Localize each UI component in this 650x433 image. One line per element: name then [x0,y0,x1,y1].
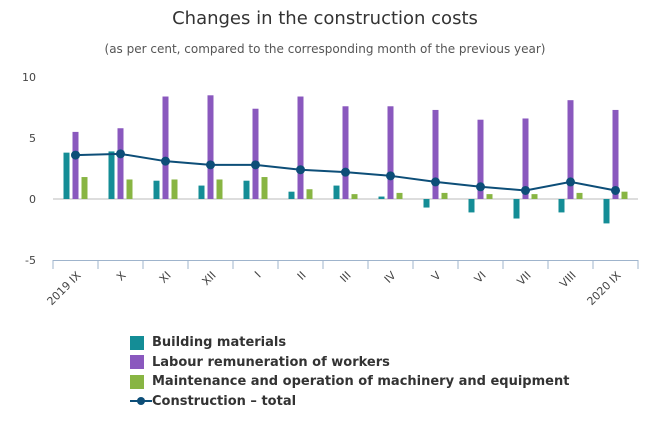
legend-label-building-materials: Building materials [152,335,287,351]
legend: Building materials Labour remuneration o… [130,333,569,411]
x-tick-label: VIII [557,269,578,290]
bar-building [423,199,430,208]
bar-maintenance [621,191,628,199]
bar-building [378,196,385,199]
x-tick-label: X [114,269,129,284]
x-tick-label: XII [200,269,219,288]
bar-building [603,199,610,224]
bar-building [558,199,565,213]
bar-building [63,152,70,199]
construction-total-point [296,165,305,175]
legend-line-construction-total [130,397,152,406]
bar-labour [162,96,169,199]
legend-line-marker [137,397,145,406]
x-tick-label: IV [382,269,399,286]
y-tick-label: 0 [29,193,36,206]
bar-maintenance [396,192,403,199]
bar-maintenance [351,194,358,199]
legend-item-maintenance[interactable]: Maintenance and operation of machinery a… [130,372,569,392]
bar-labour [252,108,259,199]
bar-maintenance [171,179,178,199]
construction-total-point [386,171,395,181]
construction-total-point [476,182,485,192]
legend-swatch-maintenance [130,374,144,389]
bar-building [288,191,295,199]
bar-maintenance [531,194,538,199]
legend-swatch-labour-remuneration [130,355,144,370]
bar-maintenance [126,179,133,199]
bar-maintenance [441,192,448,199]
construction-total-point [161,156,170,166]
bar-labour [477,119,484,199]
legend-label-construction-total: Construction – total [152,393,297,409]
bar-maintenance [261,177,268,199]
construction-total-point [251,160,260,170]
legend-item-construction-total[interactable]: Construction – total [130,392,569,412]
x-tick-label: III [338,269,354,285]
legend-label-maintenance: Maintenance and operation of machinery a… [152,374,570,390]
construction-total-point [611,185,620,195]
chart-title: Changes in the construction costs [172,8,478,29]
bar-building [153,180,160,199]
bar-labour [72,131,79,199]
x-tick-label: VII [515,269,534,288]
construction-total-point [71,150,80,160]
bar-maintenance [306,189,313,199]
bar-labour [207,95,214,199]
bar-labour [522,118,529,199]
legend-item-labour-remuneration[interactable]: Labour remuneration of workers [130,353,569,373]
bar-building [243,180,250,199]
bar-building [198,185,205,199]
bar-labour [117,128,124,199]
x-tick-label: V [429,269,444,284]
chart-subtitle: (as per cent, compared to the correspond… [104,42,546,56]
legend-label-labour-remuneration: Labour remuneration of workers [152,354,390,370]
x-tick-label: I [252,269,263,280]
bar-maintenance [81,177,88,199]
bar-labour [432,109,439,199]
bar-maintenance [576,192,583,199]
construction-total-point [206,160,215,170]
y-tick-label: 5 [29,132,36,145]
x-tick-label: II [295,269,309,283]
bar-labour [342,106,349,199]
bar-building [108,151,115,199]
x-tick-label: 2019 IX [45,269,84,308]
bar-maintenance [486,194,493,199]
bar-building [468,199,475,213]
construction-total-point [116,149,125,159]
bar-building [513,199,520,219]
construction-total-point [341,167,350,177]
legend-swatch-building-materials [130,335,144,350]
bar-labour [567,100,574,199]
bar-building [333,185,340,199]
y-tick-label: 10 [22,71,36,84]
x-tick-label: 2020 IX [585,269,624,308]
y-tick-label: -5 [25,254,36,267]
legend-item-building-materials[interactable]: Building materials [130,333,569,353]
x-tick-label: XI [157,269,174,286]
construction-total-point [521,185,530,195]
bar-labour [612,109,619,199]
bar-labour [387,106,394,199]
construction-total-point [566,177,575,187]
bar-maintenance [216,179,223,199]
bar-labour [297,96,304,199]
x-tick-label: VI [472,269,489,286]
construction-total-point [431,177,440,187]
